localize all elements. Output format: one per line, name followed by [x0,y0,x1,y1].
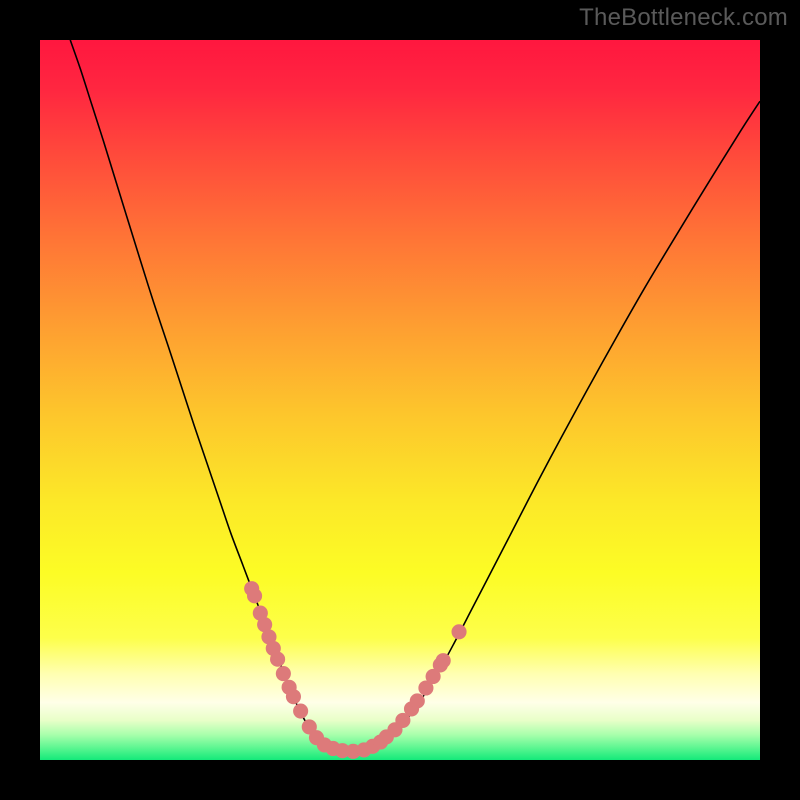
scatter-point [451,624,466,639]
scatter-point [247,588,262,603]
scatter-point [286,689,301,704]
scatter-point [436,653,451,668]
bottleneck-curve-svg [40,40,760,760]
scatter-point [276,666,291,681]
scatter-point [293,703,308,718]
scatter-points [244,581,466,759]
scatter-point [410,693,425,708]
curve-right-branch [350,101,760,751]
scatter-point [270,652,285,667]
plot-area [40,40,760,760]
curve-left-branch [70,40,349,751]
watermark-text: TheBottleneck.com [579,4,788,32]
